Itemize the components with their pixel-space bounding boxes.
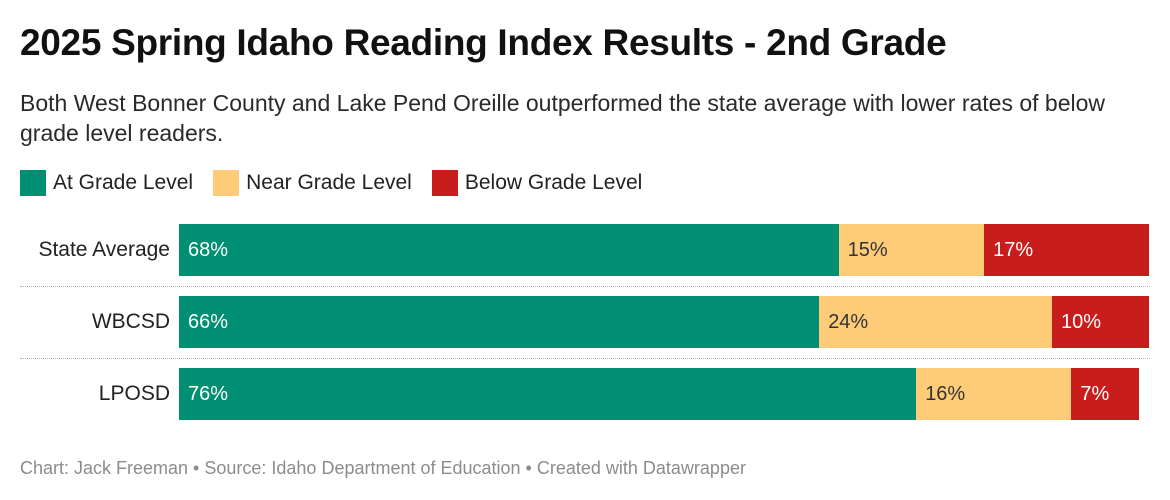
bar-segment-at (179, 368, 917, 420)
legend-item-near-grade: Near Grade Level (213, 170, 412, 196)
data-label: 17% (993, 239, 1034, 261)
category-label: LPOSD (98, 382, 170, 405)
legend: At Grade Level Near Grade Level Below Gr… (20, 170, 662, 196)
bar-row-lposd: LPOSD 76% 16% 7% (0, 368, 1170, 420)
data-label: 10% (1061, 311, 1102, 333)
category-label: WBCSD (91, 310, 170, 333)
stacked-bar: 66% 24% 10% (179, 296, 1149, 348)
legend-label-below-grade: Below Grade Level (464, 171, 643, 194)
chart-footer: Chart: Jack Freeman • Source: Idaho Depa… (20, 458, 746, 478)
legend-swatch-near-grade (213, 170, 240, 196)
bar-segment-near (819, 296, 1052, 348)
bar-row-state-average: State Average 68% 15% 17% (0, 224, 1170, 276)
bar-segment-at (179, 296, 820, 348)
chart-title: 2025 Spring Idaho Reading Index Results … (20, 22, 947, 63)
data-label: 76% (188, 383, 229, 405)
stacked-bar: 68% 15% 17% (179, 224, 1149, 276)
data-label: 7% (1080, 383, 1110, 405)
bar-segment-below (984, 224, 1149, 276)
legend-swatch-below-grade (431, 170, 458, 196)
data-label: 15% (847, 239, 888, 261)
legend-label-near-grade: Near Grade Level (246, 171, 412, 194)
data-label: 66% (188, 311, 229, 333)
bar-segment-below (1071, 368, 1140, 420)
bar-row-wbcsd: WBCSD 66% 24% 10% (0, 296, 1170, 348)
data-label: 16% (925, 383, 966, 405)
legend-item-below-grade: Below Grade Level (431, 170, 643, 196)
bar-segment-at (179, 224, 839, 276)
stacked-bar: 76% 16% 7% (179, 368, 1149, 420)
legend-item-at-grade: At Grade Level (20, 170, 193, 196)
legend-label-at-grade: At Grade Level (53, 171, 194, 194)
data-label: 24% (828, 311, 869, 333)
category-label: State Average (38, 238, 170, 261)
row-separator (20, 358, 1150, 359)
data-label: 68% (188, 239, 229, 261)
row-separator (20, 286, 1150, 287)
bar-segment-near (916, 368, 1072, 420)
chart-subtitle: Both West Bonner County and Lake Pend Or… (20, 90, 1106, 146)
bar-segment-below (1052, 296, 1149, 348)
legend-swatch-at-grade (20, 170, 46, 196)
bar-segment-near (838, 224, 985, 276)
